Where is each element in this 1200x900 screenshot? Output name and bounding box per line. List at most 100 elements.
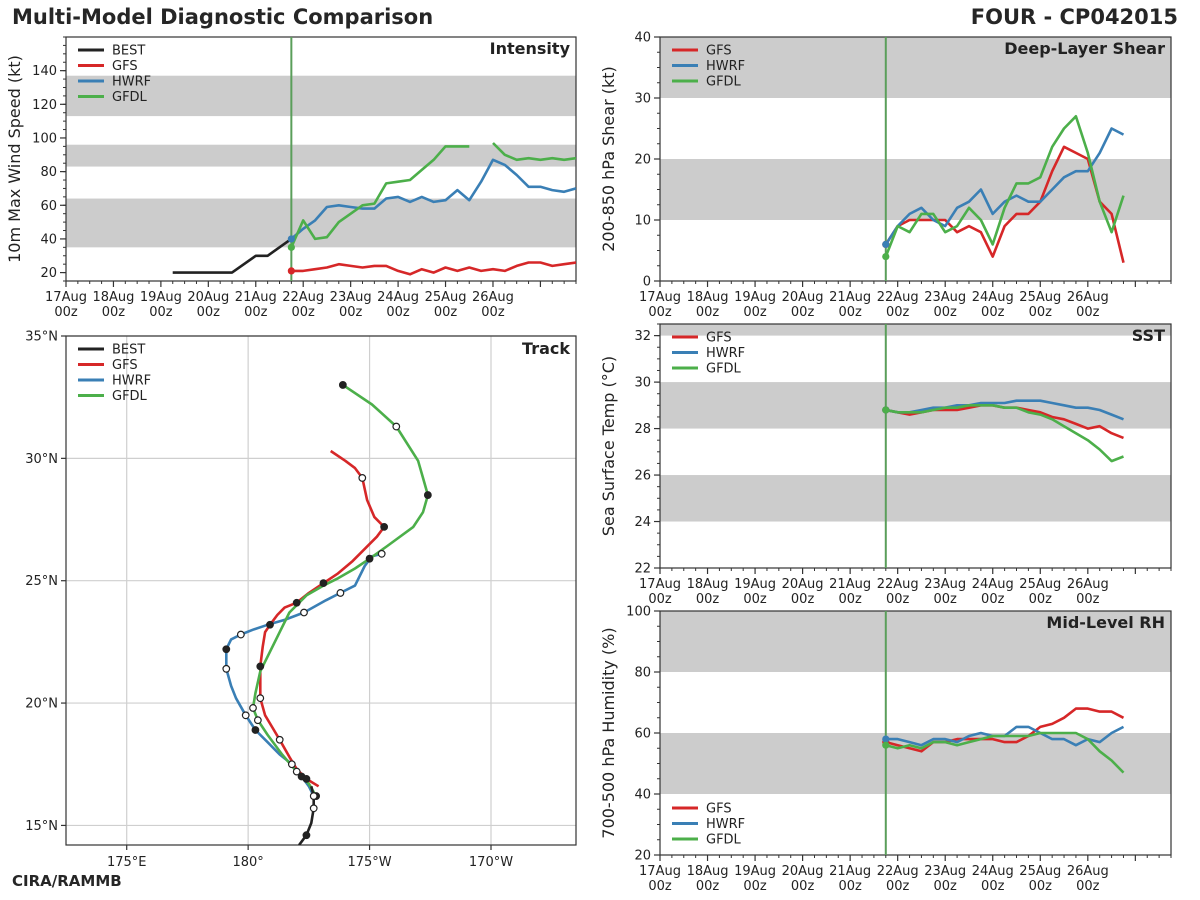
track-point-best — [309, 792, 318, 800]
legend-label-hwrf: HWRF — [112, 374, 151, 389]
sst-series-hwrf — [885, 399, 1124, 421]
track-ytick-label: 20°N — [25, 697, 58, 712]
rh-series-gfdl — [885, 731, 1125, 774]
sst-series-gfdl — [885, 403, 1124, 463]
intensity-xtick-hour: 00z — [54, 305, 78, 320]
intensity-xtick-hour: 00z — [149, 305, 173, 320]
legend-label-best: BEST — [112, 343, 145, 358]
sst-xtick-date: 25Aug — [1019, 577, 1061, 592]
shear-xtick-hour: 00z — [886, 305, 910, 320]
track-point-gfdl — [292, 767, 301, 776]
track-ytick-label: 25°N — [25, 574, 58, 589]
intensity-start-point-hwrf — [287, 235, 295, 243]
track-panel: 175°E 180° 175°W 170°W 15°N 20°N 25°N 30°N 35°N T… — [25, 330, 577, 870]
sst-xtick-date: 18Aug — [687, 577, 729, 592]
rh-ylabel: 700-500 hPa Humidity (%) — [599, 627, 618, 838]
track-point-gfs — [380, 522, 389, 531]
shear-xtick-hour: 00z — [791, 305, 815, 320]
sst-ylabel: Sea Surface Temp (°C) — [599, 356, 618, 536]
intensity-ytick-label: 20 — [40, 266, 57, 281]
sst-frame — [659, 323, 1172, 569]
rh-ytick-label: 60 — [634, 727, 651, 742]
shear-xtick-date: 26Aug — [1067, 290, 1109, 305]
track-point-gfdl — [392, 422, 401, 431]
intensity-band-1 — [66, 144, 576, 167]
intensity-series-group — [172, 142, 576, 276]
sst-xtick-date: 21Aug — [829, 577, 871, 592]
shear-panel: 01020304017Aug00z18Aug00z19Aug00z20Aug00… — [599, 31, 1172, 320]
legend-label-gfs: GFS — [706, 802, 732, 817]
shear-start-point-hwrf — [882, 240, 890, 248]
intensity-series-gfs — [291, 261, 576, 276]
rh-xtick-date: 18Aug — [687, 864, 729, 879]
shear-xtick-hour: 00z — [981, 305, 1005, 320]
intensity-ytick-label: 40 — [40, 232, 57, 247]
shear-xtick-date: 23Aug — [924, 290, 966, 305]
legend-label-hwrf: HWRF — [706, 346, 745, 361]
track-point-gfdl — [365, 554, 374, 563]
track-point-hwrf — [222, 645, 231, 654]
intensity-ylabel: 10m Max Wind Speed (kt) — [5, 55, 24, 263]
intensity-series-best — [172, 237, 293, 274]
shear-ytick-label: 20 — [634, 153, 651, 168]
sst-panel: 22242628303217Aug00z18Aug00z19Aug00z20Au… — [599, 323, 1172, 607]
rh-panel: 2040608010017Aug00z18Aug00z19Aug00z20Aug… — [599, 605, 1172, 894]
sst-xtick-date: 17Aug — [639, 577, 681, 592]
shear-xtick-hour: 00z — [743, 305, 767, 320]
shear-xtick-hour: 00z — [1029, 305, 1053, 320]
intensity-start-point-gfs — [287, 267, 295, 275]
intensity-series-gfdl — [492, 142, 576, 162]
intensity-ytick-label: 140 — [32, 64, 57, 79]
intensity-xtick-hour: 00z — [292, 305, 316, 320]
legend-label-gfdl: GFDL — [112, 90, 148, 105]
rh-xtick-date: 19Aug — [734, 864, 776, 879]
rh-start-point-hwrf — [882, 735, 890, 743]
storm-id: FOUR - CP042015 — [970, 5, 1178, 29]
track-xtick-label: 175°E — [107, 855, 147, 870]
legend-label-gfdl: GFDL — [706, 362, 742, 377]
shear-ytick-label: 10 — [634, 214, 651, 229]
sst-xtick-hour: 00z — [1029, 592, 1053, 607]
track-point-gfdl — [423, 491, 432, 499]
shear-xtick-hour: 00z — [696, 305, 720, 320]
shear-xtick-date: 24Aug — [972, 290, 1014, 305]
track-hwrf — [225, 552, 383, 797]
intensity-xtick-date: 17Aug — [45, 290, 87, 305]
intensity-xtick-hour: 00z — [434, 305, 458, 320]
sst-ytick-label: 22 — [634, 562, 651, 577]
intensity-series-hwrf — [290, 158, 576, 240]
intensity-band-0 — [66, 198, 576, 248]
track-point-gfdl — [338, 381, 347, 389]
sst-xtick-hour: 00z — [886, 592, 910, 607]
sst-series-group — [885, 399, 1124, 463]
legend-label-hwrf: HWRF — [706, 817, 745, 832]
rh-ytick-label: 100 — [626, 605, 651, 620]
intensity-xtick-date: 21Aug — [235, 290, 277, 305]
track-point-hwrf — [287, 760, 296, 769]
intensity-xtick-date: 18Aug — [92, 290, 134, 305]
track-ytick-label: 15°N — [25, 819, 58, 834]
shear-series-gfs — [884, 145, 1125, 264]
intensity-ytick-label: 80 — [40, 165, 57, 180]
sst-xtick-hour: 00z — [838, 592, 862, 607]
track-point-hwrf — [251, 726, 260, 734]
rh-band-1 — [660, 611, 1171, 672]
rh-xtick-hour: 00z — [981, 879, 1005, 894]
sst-ytick-label: 28 — [634, 422, 651, 437]
rh-xtick-hour: 00z — [648, 879, 672, 894]
shear-xtick-date: 17Aug — [639, 290, 681, 305]
legend-label-hwrf: HWRF — [706, 59, 745, 74]
shear-title: Deep-Layer Shear — [1004, 39, 1165, 58]
rh-xtick-date: 17Aug — [639, 864, 681, 879]
rh-xtick-hour: 00z — [934, 879, 958, 894]
track-point-gfdl — [249, 704, 257, 712]
track-point-hwrf — [241, 711, 250, 720]
sst-band-0 — [660, 475, 1171, 522]
rh-series-group — [885, 707, 1125, 774]
sst-start-point-gfdl — [882, 406, 890, 414]
shear-xtick-hour: 00z — [838, 305, 862, 320]
track-xtick-label: 175°W — [347, 855, 391, 870]
track-title: Track — [522, 339, 570, 358]
track-gfs — [258, 449, 386, 788]
